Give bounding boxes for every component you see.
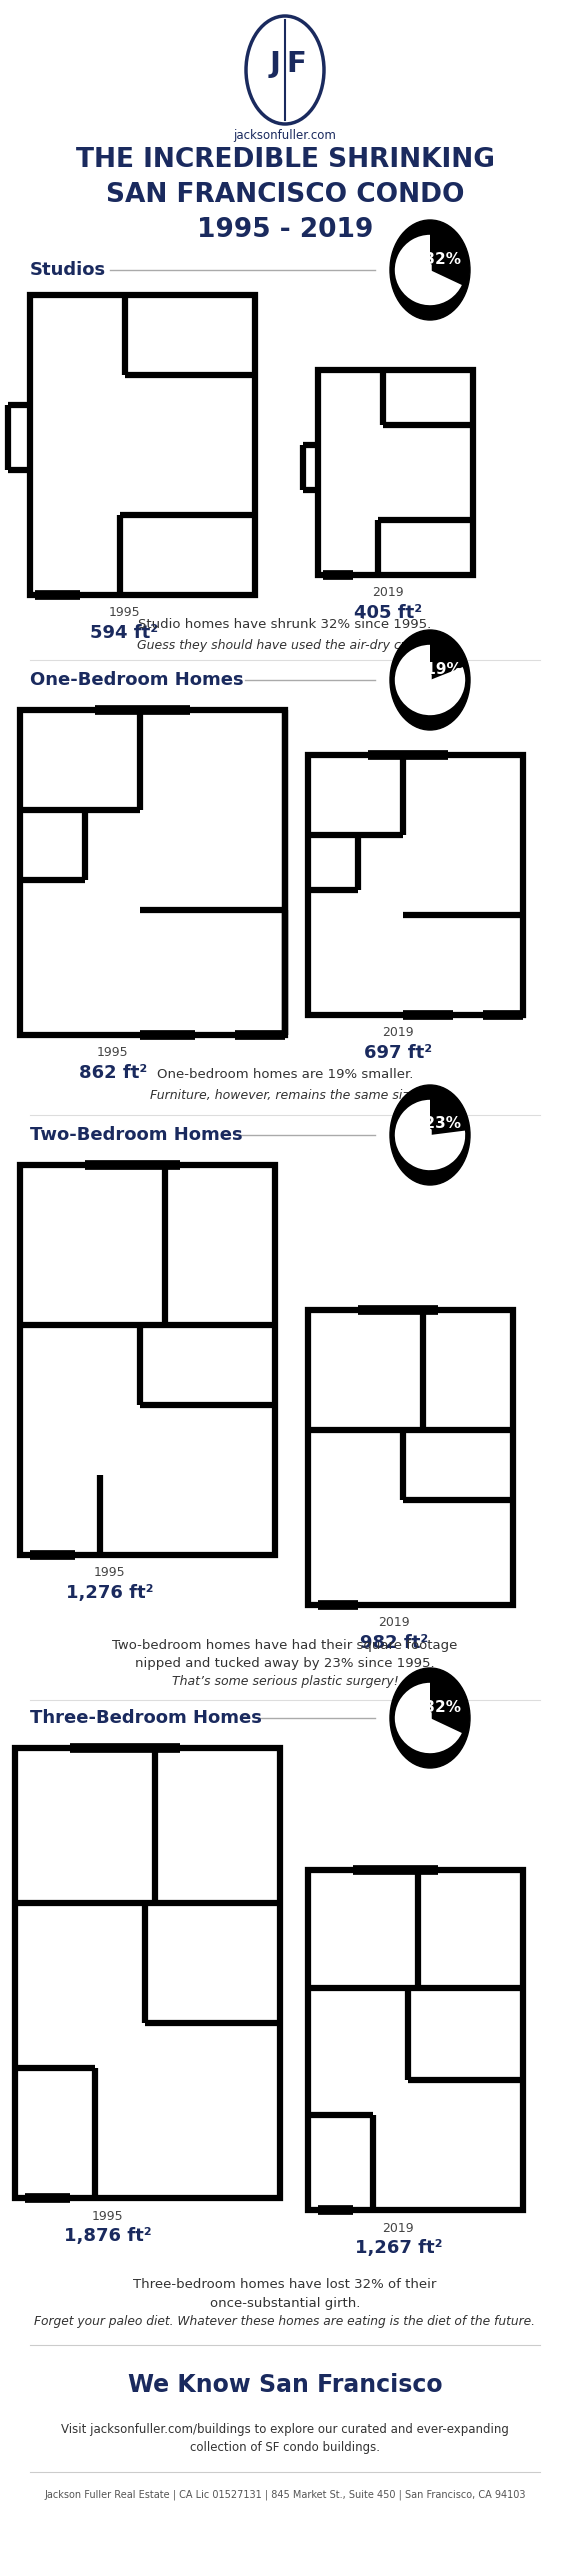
Text: 1,267 ft²: 1,267 ft²	[355, 2239, 442, 2257]
Bar	[30, 296, 255, 595]
Text: -32%: -32%	[418, 1699, 462, 1714]
Text: 1995: 1995	[93, 1568, 125, 1580]
Text: Two-Bedroom Homes: Two-Bedroom Homes	[30, 1125, 243, 1143]
Text: 2019: 2019	[378, 1616, 410, 1629]
Text: once-substantial girth.: once-substantial girth.	[210, 2296, 360, 2309]
Wedge shape	[395, 1683, 462, 1753]
Text: 2019: 2019	[382, 1027, 414, 1040]
Text: J: J	[270, 49, 280, 77]
Text: nipped and tucked away by 23% since 1995.: nipped and tucked away by 23% since 1995…	[135, 1658, 435, 1671]
Bar	[20, 1166, 275, 1555]
Ellipse shape	[390, 1086, 470, 1184]
Text: Guess they should have used the air-dry cycle?: Guess they should have used the air-dry …	[137, 638, 433, 651]
Text: Three-bedroom homes have lost 32% of their: Three-bedroom homes have lost 32% of the…	[133, 2278, 437, 2291]
Text: 862 ft²: 862 ft²	[79, 1063, 147, 1081]
Text: -19%: -19%	[418, 662, 461, 677]
Text: One-bedroom homes are 19% smaller.: One-bedroom homes are 19% smaller.	[157, 1068, 413, 1081]
Text: Visit jacksonfuller.com/buildings to explore our curated and ever-expanding: Visit jacksonfuller.com/buildings to exp…	[61, 2425, 509, 2438]
Text: That’s some serious plastic surgery!: That’s some serious plastic surgery!	[172, 1676, 398, 1689]
Text: SAN FRANCISCO CONDO: SAN FRANCISCO CONDO	[106, 183, 464, 208]
Text: 1,276 ft²: 1,276 ft²	[66, 1583, 153, 1601]
Text: 594 ft²: 594 ft²	[91, 623, 158, 641]
Ellipse shape	[390, 219, 470, 319]
Text: 405 ft²: 405 ft²	[354, 605, 422, 623]
Bar	[20, 710, 285, 1035]
Text: 1995: 1995	[92, 2208, 124, 2221]
Wedge shape	[395, 234, 462, 306]
Text: -23%: -23%	[418, 1117, 462, 1133]
Text: Forget your paleo diet. Whatever these homes are eating is the diet of the futur: Forget your paleo diet. Whatever these h…	[35, 2317, 535, 2329]
Text: One-Bedroom Homes: One-Bedroom Homes	[30, 672, 243, 690]
Wedge shape	[395, 1099, 465, 1171]
Text: 1995 - 2019: 1995 - 2019	[197, 216, 373, 242]
Bar	[308, 754, 523, 1014]
Bar	[318, 371, 473, 574]
Ellipse shape	[390, 631, 470, 731]
Text: Jackson Fuller Real Estate | CA Lic 01527131 | 845 Market St., Suite 450 | San F: Jackson Fuller Real Estate | CA Lic 0152…	[44, 2489, 526, 2499]
Text: collection of SF condo buildings.: collection of SF condo buildings.	[190, 2443, 380, 2456]
Text: Three-Bedroom Homes: Three-Bedroom Homes	[30, 1709, 262, 1727]
Text: Two-bedroom homes have had their square footage: Two-bedroom homes have had their square …	[112, 1640, 458, 1653]
Text: Studio homes have shrunk 32% since 1995.: Studio homes have shrunk 32% since 1995.	[139, 618, 431, 631]
Ellipse shape	[390, 1668, 470, 1768]
Text: 1,876 ft²: 1,876 ft²	[64, 2227, 152, 2245]
Bar	[15, 1748, 280, 2198]
Text: 1995: 1995	[109, 607, 140, 620]
Text: -32%: -32%	[418, 252, 462, 268]
Wedge shape	[395, 646, 465, 716]
Text: F: F	[286, 49, 306, 77]
Text: THE INCREDIBLE SHRINKING: THE INCREDIBLE SHRINKING	[75, 147, 495, 172]
Text: 697 ft²: 697 ft²	[364, 1045, 433, 1063]
Text: Furniture, however, remains the same size.: Furniture, however, remains the same siz…	[150, 1089, 420, 1102]
Bar	[308, 1310, 513, 1606]
Text: Studios: Studios	[30, 260, 106, 278]
Text: 2019: 2019	[382, 2221, 414, 2234]
Text: 1995: 1995	[97, 1048, 129, 1060]
Text: 2019: 2019	[372, 587, 404, 600]
Text: We Know San Francisco: We Know San Francisco	[128, 2373, 442, 2396]
Text: 982 ft²: 982 ft²	[360, 1634, 428, 1653]
Text: jacksonfuller.com: jacksonfuller.com	[234, 129, 336, 142]
Bar	[308, 1869, 523, 2211]
